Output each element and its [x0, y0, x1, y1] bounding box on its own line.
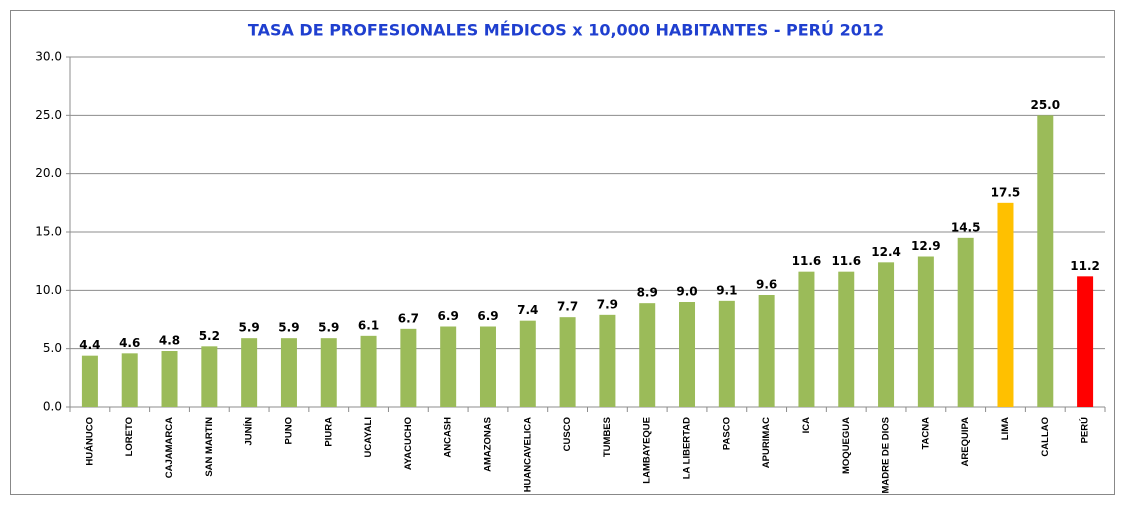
bar	[440, 326, 457, 407]
x-tick-label: AMAZONAS	[482, 417, 493, 472]
x-tick-label: ANCASH	[443, 417, 454, 458]
x-tick-label: HUÁNUCO	[84, 417, 95, 466]
value-label: 5.2	[199, 329, 220, 343]
value-label: 5.9	[278, 321, 299, 335]
y-tick-label: 10.0	[35, 283, 62, 297]
bar	[679, 302, 696, 407]
x-tick-label: TACNA	[920, 417, 931, 450]
value-label: 6.7	[398, 311, 419, 325]
bar	[599, 314, 616, 407]
value-label: 6.1	[358, 318, 379, 332]
value-label: 12.9	[911, 239, 941, 253]
bar	[838, 271, 855, 407]
x-tick-label: SAN MARTIN	[204, 417, 215, 477]
value-label: 11.6	[792, 254, 822, 268]
x-tick-label: TUMBES	[602, 417, 613, 457]
x-tick-label: LIMA	[1000, 417, 1011, 440]
value-label: 9.1	[716, 283, 737, 297]
bar	[639, 303, 656, 407]
bar	[559, 317, 576, 407]
chart-border	[10, 10, 1115, 495]
y-tick-label: 0.0	[43, 400, 62, 414]
value-label: 11.2	[1070, 259, 1100, 273]
value-label: 25.0	[1030, 98, 1060, 112]
value-label: 6.9	[438, 309, 459, 323]
bar	[201, 346, 218, 407]
bar	[957, 237, 974, 407]
x-tick-label: PUNO	[283, 417, 294, 444]
x-tick-label: UCAYALI	[363, 417, 374, 457]
x-tick-label: AREQUIPA	[960, 417, 971, 467]
bar	[360, 335, 377, 407]
bar	[758, 295, 775, 407]
bar	[1037, 115, 1054, 407]
y-tick-label: 30.0	[35, 50, 62, 64]
value-label: 7.4	[517, 303, 538, 317]
bar	[400, 328, 417, 407]
bar	[479, 326, 496, 407]
x-tick-label: CALLAO	[1040, 417, 1051, 457]
x-tick-label: LORETO	[124, 417, 135, 456]
value-label: 5.9	[239, 321, 260, 335]
x-tick-label: CAJAMARCA	[164, 417, 175, 478]
bar	[917, 256, 934, 407]
bar	[519, 320, 536, 407]
bar	[718, 300, 735, 407]
y-tick-label: 5.0	[43, 341, 62, 355]
x-tick-label: AYACUCHO	[403, 417, 414, 470]
x-tick-label: CUSCO	[562, 417, 573, 451]
bar	[121, 353, 138, 407]
value-label: 4.8	[159, 334, 180, 348]
value-label: 12.4	[871, 245, 901, 259]
value-label: 17.5	[991, 185, 1021, 199]
y-tick-label: 15.0	[35, 225, 62, 239]
value-label: 4.6	[119, 336, 140, 350]
value-label: 8.9	[637, 286, 658, 300]
x-tick-label: MADRE DE DIOS	[881, 417, 892, 494]
value-label: 14.5	[951, 220, 981, 234]
bar	[81, 355, 98, 407]
value-label: 9.0	[676, 285, 697, 299]
chart-title: TASA DE PROFESIONALES MÉDICOS x 10,000 H…	[248, 21, 884, 40]
value-label: 4.4	[79, 338, 100, 352]
x-tick-label: ICA	[801, 417, 812, 434]
bar	[320, 338, 337, 407]
bar	[798, 271, 815, 407]
value-label: 6.9	[477, 309, 498, 323]
x-tick-label: PASCO	[721, 417, 732, 450]
value-label: 5.9	[318, 321, 339, 335]
x-tick-label: APURIMAC	[761, 417, 772, 468]
x-tick-label: LA LIBERTAD	[682, 417, 693, 479]
x-tick-label: LAMBAYEQUE	[642, 417, 653, 484]
bar	[878, 262, 895, 407]
y-tick-label: 20.0	[35, 166, 62, 180]
bar	[997, 202, 1014, 407]
bar	[280, 338, 297, 407]
x-tick-label: MOQUEGUA	[841, 417, 852, 474]
y-tick-label: 25.0	[35, 108, 62, 122]
value-label: 9.6	[756, 278, 777, 292]
bar	[1077, 276, 1094, 407]
x-tick-label: JUNÍN	[244, 417, 255, 446]
bar	[161, 351, 178, 407]
x-tick-label: HUANCAVELICA	[522, 417, 533, 492]
value-label: 7.9	[597, 297, 618, 311]
x-tick-label: PERÚ	[1079, 417, 1091, 444]
value-label: 11.6	[831, 254, 861, 268]
value-label: 7.7	[557, 300, 578, 314]
x-tick-label: PIURA	[323, 417, 334, 447]
bar	[241, 338, 258, 407]
